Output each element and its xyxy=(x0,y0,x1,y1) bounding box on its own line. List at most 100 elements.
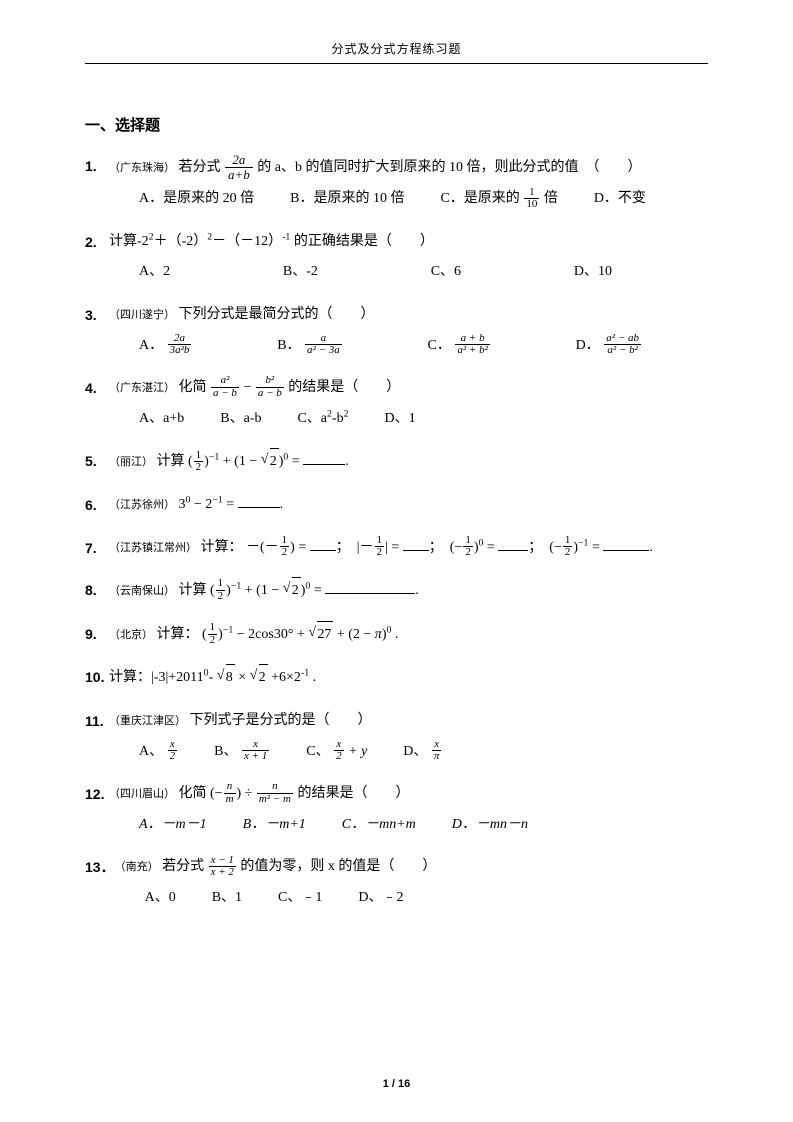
fill-blank xyxy=(303,452,345,466)
frac-den: x + 1 xyxy=(242,751,269,764)
options: A、 x2 B、 xx + 1 C、 x2 + y D、 xπ xyxy=(109,739,708,766)
fraction: a + ba² + b² xyxy=(455,333,490,358)
qbody: （广东湛江） 化简 a²a − b − b²a − b 的结果是（ ） A、a+… xyxy=(109,375,708,432)
source-tag: （江苏镇江常州） xyxy=(109,542,197,554)
frac-den: 3a²b xyxy=(168,345,192,358)
question-3: 3. （四川遂宁） 下列分式是最简分式的（ ） A． 2a3a²b B． aa²… xyxy=(85,302,708,359)
question-1: 1. （广东珠海） 若分式 2a a+b 的 a、b 的值同时扩大到原来的 10… xyxy=(85,153,708,213)
opt-label: C、 xyxy=(306,744,329,759)
frac-den: 2 xyxy=(334,751,344,764)
sqrt-icon: 8 xyxy=(217,664,235,692)
source-tag: （四川眉山） xyxy=(109,788,175,800)
opt-text: 倍 xyxy=(544,191,558,206)
fraction: x − 1x + 2 xyxy=(209,855,236,880)
qnum: 5. xyxy=(85,448,109,476)
fill-blank xyxy=(310,537,336,551)
question-11: 11. （重庆江津区） 下列式子是分式的是（ ） A、 x2 B、 xx + 1… xyxy=(85,708,708,765)
options: A、0 B、1 C、﹣1 D、﹣2 xyxy=(115,885,708,912)
option-c: C、6 xyxy=(431,259,461,286)
source-tag: （广东珠海） xyxy=(109,162,175,174)
section-title: 一、选择题 xyxy=(85,114,708,135)
source-tag: （丽江） xyxy=(109,456,153,468)
stem-text: 计算： xyxy=(201,540,243,555)
option-d: D、﹣2 xyxy=(358,885,403,912)
stem-text: 化简 xyxy=(179,380,207,395)
option-d: D、1 xyxy=(385,406,416,433)
fraction: nm² − m xyxy=(257,781,293,806)
stem-text: 下列式子是分式的是（ ） xyxy=(190,713,372,728)
frac-den: a − b xyxy=(211,388,239,401)
frac-den: a+b xyxy=(225,168,253,183)
option-b: B、-2 xyxy=(283,259,318,286)
opt-label: B． xyxy=(277,338,300,353)
option-d: D．不变 xyxy=(594,186,646,213)
frac-den: a² − 3a xyxy=(305,345,342,358)
option-b: B．－m+1 xyxy=(243,812,306,839)
qbody: （北京） 计算： (12)−1 − 2cos30° + 27 + (2 − π)… xyxy=(109,621,708,649)
opt-label: D、 xyxy=(403,744,427,759)
fraction: 12 xyxy=(375,535,385,560)
fraction: 12 xyxy=(208,622,218,647)
qnum: 1. xyxy=(85,153,109,213)
question-10: 10. 计算：|-3|+20110- 8 × 2 +6×2-1 . xyxy=(85,664,708,692)
fill-blank xyxy=(603,537,649,551)
frac-den: x + 2 xyxy=(209,867,236,880)
option-c: C、 x2 + y xyxy=(306,739,367,766)
fraction: a²a − b xyxy=(211,375,239,400)
question-7: 7. （江苏镇江常州） 计算： －(－12) = ； |－12| = ； (−1… xyxy=(85,535,708,562)
question-6: 6. （江苏徐州） 30 − 2−1 = . xyxy=(85,492,708,519)
option-c: C、﹣1 xyxy=(278,885,322,912)
qnum: 7. xyxy=(85,535,109,562)
fraction: xπ xyxy=(432,739,442,764)
option-a: A．－m－1 xyxy=(139,812,207,839)
question-12: 12. （四川眉山） 化简 (−nm) ÷ nm² − m 的结果是（ ） A．… xyxy=(85,781,708,838)
frac-den: a² − b² xyxy=(604,345,641,358)
qnum: 6. xyxy=(85,492,109,519)
qbody: （丽江） 计算 (12)−1 + (1 − 2)0 = . xyxy=(109,448,708,476)
options: A． 2a3a²b B． aa² − 3a C． a + ba² + b² D．… xyxy=(109,333,708,360)
option-a: A．是原来的 20 倍 xyxy=(139,186,254,213)
opt-label: D． xyxy=(576,338,600,353)
qnum: 11. xyxy=(85,708,109,765)
fill-blank xyxy=(238,494,280,508)
fraction: nm xyxy=(224,781,236,806)
sqrt-icon: 2 xyxy=(283,577,301,605)
option-d: D、10 xyxy=(574,259,612,286)
stem-text: 若分式 xyxy=(179,160,221,175)
fraction: 12 xyxy=(216,578,226,603)
opt-suffix: + y xyxy=(348,744,367,759)
qbody: （重庆江津区） 下列式子是分式的是（ ） A、 x2 B、 xx + 1 C、 … xyxy=(109,708,708,765)
qbody: （四川眉山） 化简 (−nm) ÷ nm² − m 的结果是（ ） A．－m－1… xyxy=(109,781,708,838)
opt-label: C． xyxy=(428,338,451,353)
qbody: （广东珠海） 若分式 2a a+b 的 a、b 的值同时扩大到原来的 10 倍，… xyxy=(109,153,708,213)
fraction: x2 xyxy=(168,739,178,764)
options: A、a+b B、a-b C、a2-b2 D、1 xyxy=(109,406,708,433)
source-tag: （广东湛江） xyxy=(109,382,175,394)
option-c: C．－mn+m xyxy=(342,812,416,839)
qnum: 3. xyxy=(85,302,109,359)
qnum: 2. xyxy=(85,229,109,286)
option-b: B、 xx + 1 xyxy=(214,739,270,766)
stem-text: 化简 xyxy=(179,786,207,801)
fill-blank xyxy=(403,537,429,551)
source-tag: （四川遂宁） xyxy=(109,309,175,321)
question-2: 2. 计算-22＋（-2）2－（－12）-1 的正确结果是（ ） A、2 B、-… xyxy=(85,229,708,286)
frac-num: 2a xyxy=(225,153,253,168)
page: 分式及分式方程练习题 一、选择题 1. （广东珠海） 若分式 2a a+b 的 … xyxy=(0,0,793,1122)
qnum: 4. xyxy=(85,375,109,432)
option-d: D． a² − aba² − b² xyxy=(576,333,642,360)
frac-den: a² + b² xyxy=(455,345,490,358)
options: A．－m－1 B．－m+1 C．－mn+m D．－mn－n xyxy=(109,812,708,839)
fraction: 1 10 xyxy=(524,187,539,212)
sqrt-icon: 27 xyxy=(308,621,333,649)
qbody: （四川遂宁） 下列分式是最简分式的（ ） A． 2a3a²b B． aa² − … xyxy=(109,302,708,359)
opt-label: B、 xyxy=(214,744,237,759)
fraction: 12 xyxy=(194,450,204,475)
source-tag: （北京） xyxy=(109,629,153,641)
opt-label: A． xyxy=(139,338,163,353)
sqrt-icon: 2 xyxy=(250,664,268,692)
option-c: C． a + ba² + b² xyxy=(428,333,491,360)
option-d: D．－mn－n xyxy=(452,812,528,839)
qbody: （南充） 若分式 x − 1x + 2 的值为零，则 x 的值是（ ） A、0 … xyxy=(115,854,708,911)
fraction: 12 xyxy=(563,535,573,560)
